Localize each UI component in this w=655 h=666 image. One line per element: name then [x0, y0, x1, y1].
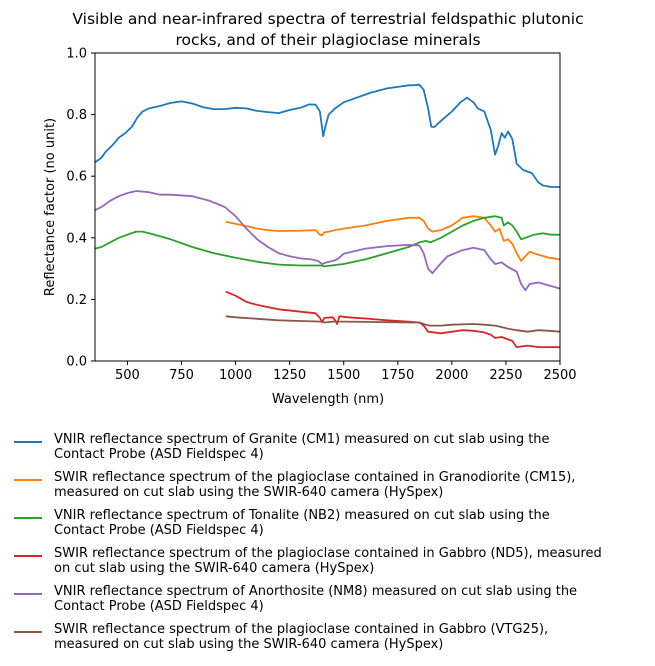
x-tick-label: 2000	[435, 368, 468, 383]
x-tick-label: 2500	[543, 368, 576, 383]
legend-label-gabbro-vtg25: SWIR reflectance spectrum of the plagioc…	[54, 622, 549, 652]
legend-swatch-tonalite	[14, 517, 42, 519]
series-line-granodiorite	[225, 215, 561, 262]
plot-frame	[94, 52, 561, 362]
legend: VNIR reflectance spectrum of Granite (CM…	[14, 432, 650, 660]
y-tick-label: 1.0	[66, 47, 87, 62]
legend-item-anorthosite: VNIR reflectance spectrum of Anorthosite…	[14, 584, 650, 622]
x-tick-label: 2250	[489, 368, 522, 383]
series-line-gabbro-nd5	[225, 290, 560, 348]
series-layer	[94, 83, 561, 348]
legend-swatch-granite	[14, 441, 42, 443]
y-axis-ticks: 0.0 0.2 0.4 0.6 0.8 1.0	[66, 47, 95, 370]
legend-label-granodiorite: SWIR reflectance spectrum of the plagioc…	[54, 470, 576, 500]
x-tick-label: 750	[169, 368, 194, 383]
legend-item-granodiorite: SWIR reflectance spectrum of the plagioc…	[14, 470, 650, 508]
x-tick-label: 500	[115, 368, 140, 383]
legend-label-anorthosite: VNIR reflectance spectrum of Anorthosite…	[54, 584, 578, 614]
legend-item-gabbro-nd5: SWIR reflectance spectrum of the plagioc…	[14, 546, 650, 584]
series-line-anorthosite	[94, 190, 561, 292]
y-tick-label: 0.4	[66, 231, 87, 246]
legend-item-tonalite: VNIR reflectance spectrum of Tonalite (N…	[14, 508, 650, 546]
series-line-granite	[94, 83, 560, 188]
chart-title-line-1: Visible and near-infrared spectra of ter…	[72, 10, 583, 28]
x-axis-label: Wavelength (nm)	[272, 392, 384, 407]
legend-swatch-gabbro-nd5	[14, 555, 42, 557]
legend-swatch-granodiorite	[14, 479, 42, 481]
chart-title-line-2: rocks, and of their plagioclase minerals	[175, 31, 480, 49]
x-tick-label: 1000	[219, 368, 252, 383]
y-axis-label: Reflectance factor (no unit)	[43, 118, 58, 296]
series-line-tonalite	[94, 215, 560, 268]
legend-item-gabbro-vtg25: SWIR reflectance spectrum of the plagioc…	[14, 622, 650, 660]
y-tick-label: 0.2	[66, 293, 87, 308]
legend-label-granite: VNIR reflectance spectrum of Granite (CM…	[54, 432, 550, 462]
legend-swatch-gabbro-vtg25	[14, 631, 42, 633]
legend-item-granite: VNIR reflectance spectrum of Granite (CM…	[14, 432, 650, 470]
y-tick-label: 0.0	[66, 355, 87, 370]
legend-label-tonalite: VNIR reflectance spectrum of Tonalite (N…	[54, 508, 550, 538]
chart-svg: Visible and near-infrared spectra of ter…	[43, 10, 584, 407]
y-tick-label: 0.6	[66, 170, 87, 185]
x-tick-label: 1250	[273, 368, 306, 383]
legend-label-gabbro-nd5: SWIR reflectance spectrum of the plagioc…	[54, 546, 602, 576]
x-axis-ticks: 500 750 1000 1250 1500 1750 2000 2250 2500	[115, 361, 577, 383]
x-tick-label: 1750	[381, 368, 414, 383]
x-tick-label: 1500	[327, 368, 360, 383]
legend-swatch-anorthosite	[14, 593, 42, 595]
series-line-gabbro-vtg25	[225, 315, 561, 333]
y-tick-label: 0.8	[66, 108, 87, 123]
